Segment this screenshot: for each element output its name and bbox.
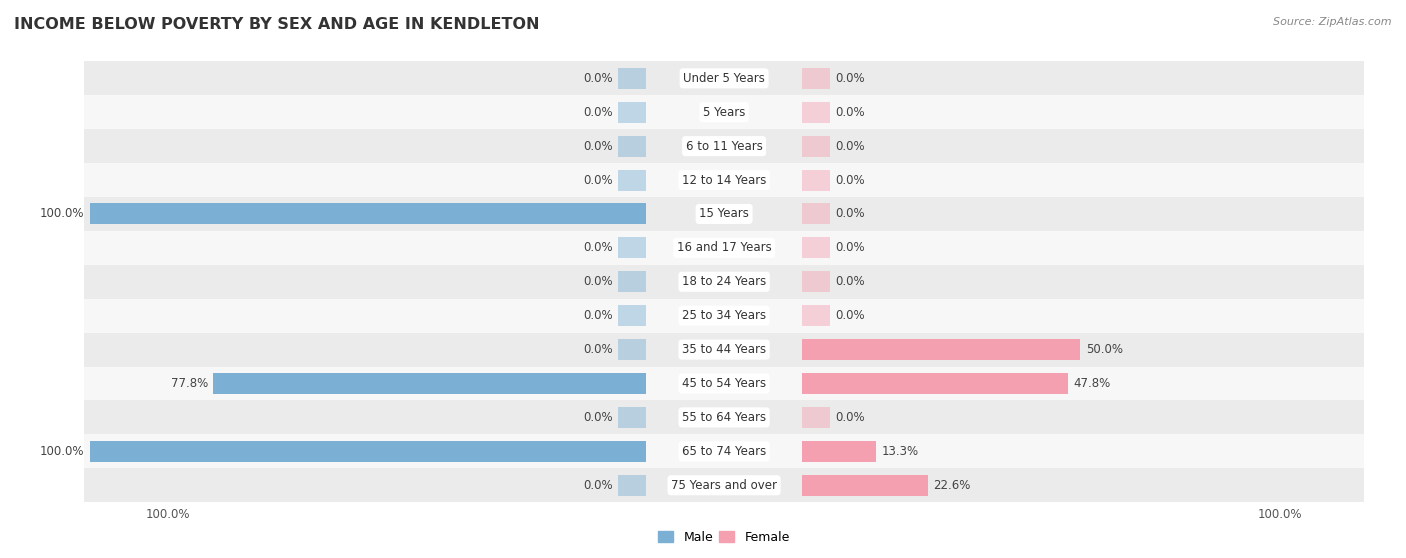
Text: 0.0%: 0.0% xyxy=(583,479,613,492)
Text: 0.0%: 0.0% xyxy=(583,106,613,119)
Bar xyxy=(801,475,928,496)
Text: 77.8%: 77.8% xyxy=(170,377,208,390)
Text: 0.0%: 0.0% xyxy=(835,242,865,254)
Text: 0.0%: 0.0% xyxy=(835,72,865,85)
Text: INCOME BELOW POVERTY BY SEX AND AGE IN KENDLETON: INCOME BELOW POVERTY BY SEX AND AGE IN K… xyxy=(14,17,540,32)
Text: 0.0%: 0.0% xyxy=(583,140,613,153)
Text: 0.0%: 0.0% xyxy=(583,309,613,322)
Text: 45 to 54 Years: 45 to 54 Years xyxy=(682,377,766,390)
Text: 16 and 17 Years: 16 and 17 Years xyxy=(676,242,772,254)
Bar xyxy=(84,333,1364,367)
Text: 65 to 74 Years: 65 to 74 Years xyxy=(682,445,766,458)
Bar xyxy=(801,305,830,326)
Bar xyxy=(84,231,1364,265)
Bar xyxy=(84,95,1364,129)
Bar xyxy=(619,170,647,191)
Bar xyxy=(801,271,830,292)
Text: 5 Years: 5 Years xyxy=(703,106,745,119)
Text: 0.0%: 0.0% xyxy=(835,140,865,153)
Bar xyxy=(619,237,647,258)
Bar xyxy=(619,305,647,326)
Text: 35 to 44 Years: 35 to 44 Years xyxy=(682,343,766,356)
Bar xyxy=(84,434,1364,468)
Bar xyxy=(619,475,647,496)
Text: 0.0%: 0.0% xyxy=(835,208,865,220)
Bar xyxy=(90,204,647,224)
Bar xyxy=(619,136,647,157)
Bar xyxy=(801,237,830,258)
Bar xyxy=(214,373,647,394)
Bar xyxy=(619,271,647,292)
Text: 13.3%: 13.3% xyxy=(882,445,918,458)
Bar xyxy=(84,367,1364,401)
Text: 25 to 34 Years: 25 to 34 Years xyxy=(682,309,766,322)
Bar xyxy=(619,407,647,428)
Bar xyxy=(84,61,1364,95)
Bar xyxy=(84,468,1364,502)
Text: 0.0%: 0.0% xyxy=(583,411,613,424)
Text: 0.0%: 0.0% xyxy=(583,275,613,288)
Bar xyxy=(84,401,1364,434)
Bar xyxy=(619,102,647,123)
Text: 0.0%: 0.0% xyxy=(583,72,613,85)
Bar xyxy=(90,441,647,462)
Text: 0.0%: 0.0% xyxy=(583,343,613,356)
Bar xyxy=(801,68,830,89)
Text: 6 to 11 Years: 6 to 11 Years xyxy=(686,140,762,153)
Bar xyxy=(84,197,1364,231)
Text: 0.0%: 0.0% xyxy=(583,174,613,186)
Text: 50.0%: 50.0% xyxy=(1085,343,1122,356)
Bar xyxy=(801,102,830,123)
Text: 22.6%: 22.6% xyxy=(934,479,970,492)
Bar xyxy=(84,265,1364,299)
Text: Source: ZipAtlas.com: Source: ZipAtlas.com xyxy=(1274,17,1392,27)
Text: Under 5 Years: Under 5 Years xyxy=(683,72,765,85)
Legend: Male, Female: Male, Female xyxy=(654,526,794,549)
Text: 12 to 14 Years: 12 to 14 Years xyxy=(682,174,766,186)
Bar xyxy=(801,170,830,191)
Text: 0.0%: 0.0% xyxy=(835,106,865,119)
Text: 100.0%: 100.0% xyxy=(39,208,84,220)
Bar xyxy=(801,407,830,428)
Text: 75 Years and over: 75 Years and over xyxy=(671,479,778,492)
Bar xyxy=(801,339,1080,360)
Bar xyxy=(801,441,876,462)
Text: 18 to 24 Years: 18 to 24 Years xyxy=(682,275,766,288)
Bar xyxy=(801,136,830,157)
Text: 0.0%: 0.0% xyxy=(835,411,865,424)
Text: 100.0%: 100.0% xyxy=(39,445,84,458)
Text: 0.0%: 0.0% xyxy=(835,309,865,322)
Text: 15 Years: 15 Years xyxy=(699,208,749,220)
Text: 0.0%: 0.0% xyxy=(835,275,865,288)
Bar xyxy=(801,204,830,224)
Text: 47.8%: 47.8% xyxy=(1073,377,1111,390)
Bar xyxy=(84,299,1364,333)
Bar xyxy=(801,373,1069,394)
Text: 55 to 64 Years: 55 to 64 Years xyxy=(682,411,766,424)
Bar xyxy=(84,163,1364,197)
Bar xyxy=(84,129,1364,163)
Bar xyxy=(619,339,647,360)
Text: 0.0%: 0.0% xyxy=(835,174,865,186)
Bar xyxy=(619,68,647,89)
Text: 0.0%: 0.0% xyxy=(583,242,613,254)
